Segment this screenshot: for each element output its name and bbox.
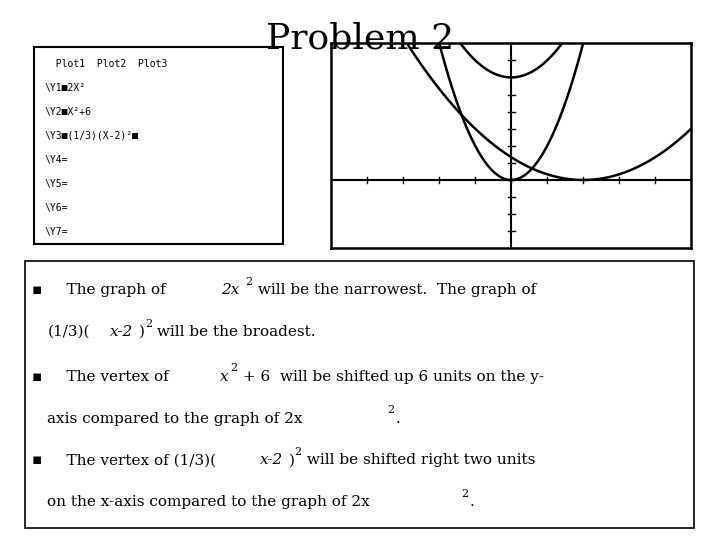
Text: Problem 2: Problem 2	[266, 22, 454, 56]
Text: The graph of: The graph of	[48, 284, 171, 298]
Text: (1/3)(: (1/3)(	[48, 325, 90, 339]
Text: will be the narrowest.  The graph of: will be the narrowest. The graph of	[253, 284, 536, 298]
Text: 2: 2	[294, 447, 302, 457]
Text: ): )	[139, 325, 145, 339]
Text: ▪: ▪	[32, 284, 42, 298]
Text: The vertex of (1/3)(: The vertex of (1/3)(	[48, 454, 217, 468]
Text: ): )	[289, 454, 295, 468]
Text: will be shifted right two units: will be shifted right two units	[302, 454, 536, 468]
Text: 2: 2	[387, 405, 394, 415]
Text: x-2: x-2	[260, 454, 283, 468]
Text: x: x	[220, 370, 228, 384]
FancyBboxPatch shape	[34, 48, 283, 244]
Text: 2: 2	[462, 489, 469, 499]
Text: 2: 2	[145, 319, 152, 329]
Text: 2: 2	[230, 363, 237, 373]
Text: \Y5=: \Y5=	[45, 179, 68, 189]
Text: \Y3■(1/3)(X-2)²■: \Y3■(1/3)(X-2)²■	[45, 131, 138, 141]
Text: 2x: 2x	[221, 284, 240, 298]
Text: \Y6=: \Y6=	[45, 203, 68, 213]
Text: \Y1■2X²: \Y1■2X²	[45, 83, 86, 93]
Text: + 6  will be shifted up 6 units on the y-: + 6 will be shifted up 6 units on the y-	[238, 370, 544, 384]
Text: axis compared to the graph of 2x: axis compared to the graph of 2x	[48, 411, 303, 426]
Text: \Y2■X²+6: \Y2■X²+6	[45, 107, 91, 117]
Text: .: .	[395, 411, 400, 426]
FancyBboxPatch shape	[25, 261, 694, 528]
Text: 2: 2	[245, 277, 252, 287]
Text: Plot1  Plot2  Plot3: Plot1 Plot2 Plot3	[45, 59, 168, 69]
Text: ▪: ▪	[32, 454, 42, 468]
Text: ▪: ▪	[32, 370, 42, 384]
Text: on the x-axis compared to the graph of 2x: on the x-axis compared to the graph of 2…	[48, 495, 370, 509]
Text: The vertex of: The vertex of	[48, 370, 174, 384]
Text: \Y4=: \Y4=	[45, 155, 68, 165]
Text: .: .	[469, 495, 474, 509]
Text: will be the broadest.: will be the broadest.	[152, 325, 316, 339]
Text: x-2: x-2	[109, 325, 132, 339]
Text: \Y7=: \Y7=	[45, 227, 68, 237]
